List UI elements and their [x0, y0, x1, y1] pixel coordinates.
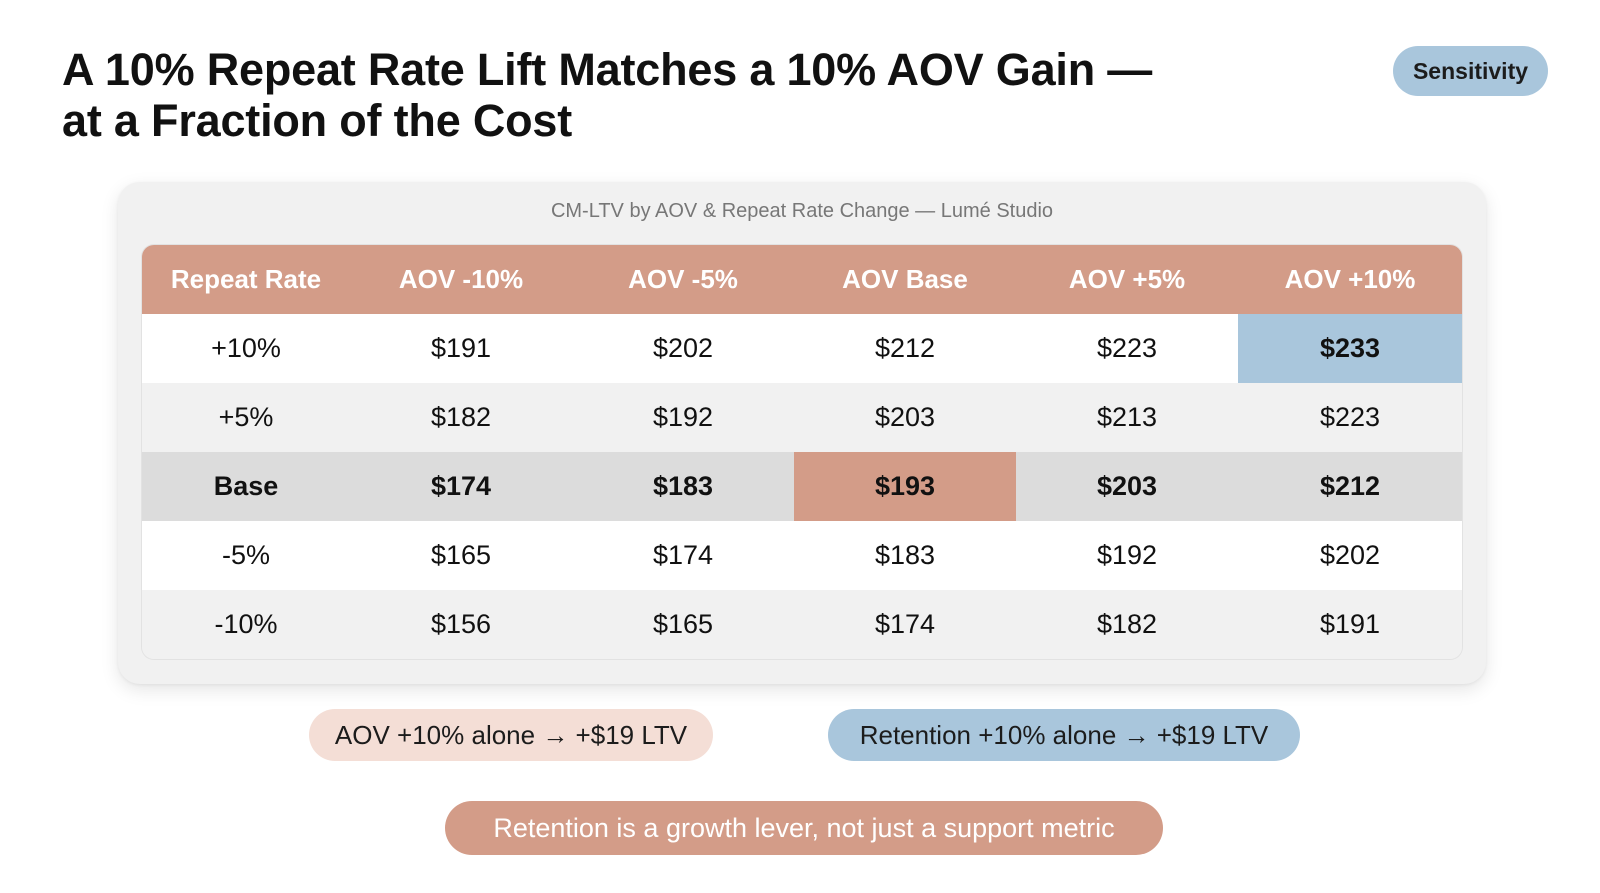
column-header: AOV +5% — [1068, 264, 1186, 294]
table-cell: $174 — [430, 471, 492, 501]
table-title: CM-LTV by AOV & Repeat Rate Change — Lum… — [550, 200, 1054, 222]
table-cell-base-case: $193 — [794, 452, 1016, 521]
column-header: AOV -5% — [628, 264, 738, 294]
table-cell: $191 — [430, 333, 492, 363]
table-cell: $223 — [1096, 333, 1158, 363]
table-cell: $192 — [652, 402, 714, 432]
row-header-label: Repeat Rate — [170, 264, 322, 294]
table-cell: $203 — [1096, 471, 1158, 501]
slide-title: A 10% Repeat Rate Lift Matches a 10% AOV… — [62, 44, 1242, 146]
table-cell: $223 — [1319, 402, 1381, 432]
table-cell: $156 — [430, 609, 492, 639]
column-header: AOV -10% — [398, 264, 524, 294]
table-cell: $212 — [1319, 471, 1381, 501]
row-label: -5% — [221, 540, 270, 570]
retention-callout: Retention +10% alone → +$19 LTV — [828, 709, 1300, 761]
table-cell: $213 — [1096, 402, 1158, 432]
table-cell: $203 — [874, 402, 936, 432]
table-cell: $182 — [430, 402, 492, 432]
table-cell: $202 — [652, 333, 714, 363]
slide-title-line-1: A 10% Repeat Rate Lift Matches a 10% AOV… — [62, 44, 1153, 95]
table-row-repeat-plus-10: +10% $191 $202 $212 $223 $233 — [142, 314, 1462, 383]
table-cell: $183 — [652, 471, 714, 501]
table-cell: $182 — [1096, 609, 1158, 639]
table-row-repeat-plus-5: +5% $182 $192 $203 $213 $223 — [142, 383, 1462, 452]
sensitivity-badge: Sensitivity — [1393, 46, 1548, 96]
column-header: AOV Base — [842, 264, 968, 294]
row-label: +5% — [218, 402, 274, 432]
table-cell: $212 — [874, 333, 936, 363]
column-header: AOV +10% — [1284, 264, 1416, 294]
table-header-row: Repeat Rate AOV -10% AOV -5% AOV Base AO… — [142, 245, 1462, 314]
table-row-repeat-minus-10: -10% $156 $165 $174 $182 $191 — [142, 590, 1462, 659]
table-cell-best-case: $233 — [1238, 314, 1462, 383]
table-cell: $183 — [874, 540, 936, 570]
table-cell: $191 — [1319, 609, 1381, 639]
conclusion-callout: Retention is a growth lever, not just a … — [445, 801, 1163, 855]
aov-callout: AOV +10% alone → +$19 LTV — [309, 709, 713, 761]
row-label: +10% — [211, 333, 281, 363]
table-row-repeat-minus-5: -5% $165 $174 $183 $192 $202 — [142, 521, 1462, 590]
table-row-repeat-base: Base $174 $183 $193 $203 $212 — [142, 452, 1462, 521]
sensitivity-table: Repeat Rate AOV -10% AOV -5% AOV Base AO… — [142, 245, 1462, 659]
table-cell: $174 — [652, 540, 714, 570]
slide-title-line-2: at a Fraction of the Cost — [62, 95, 573, 146]
table-cell: $165 — [430, 540, 492, 570]
row-label: Base — [213, 471, 279, 501]
sensitivity-table-card: CM-LTV by AOV & Repeat Rate Change — Lum… — [118, 182, 1486, 684]
table-cell: $202 — [1319, 540, 1381, 570]
table-cell: $165 — [652, 609, 714, 639]
table-cell: $192 — [1096, 540, 1158, 570]
table-cell: $174 — [874, 609, 936, 639]
row-label: -10% — [214, 609, 278, 639]
